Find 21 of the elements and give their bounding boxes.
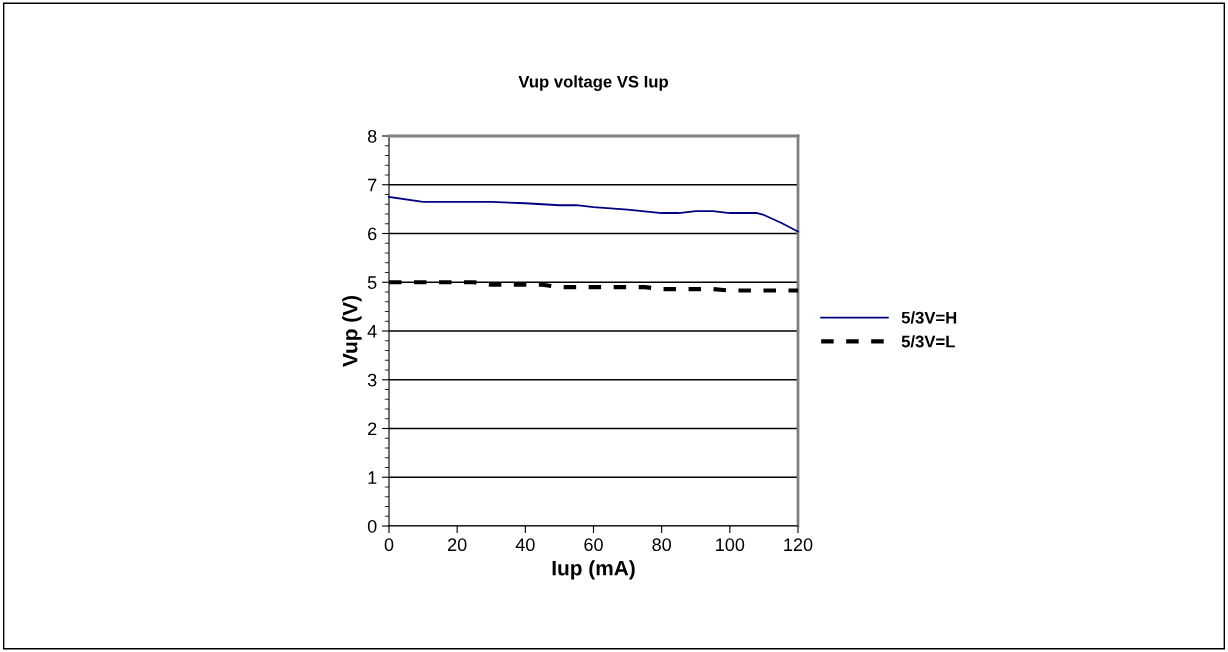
x-tick-label: 100 — [716, 538, 745, 552]
y-tick-label: 2 — [368, 422, 377, 436]
x-axis-title: Iup (mA) — [552, 560, 635, 580]
legend-label: 5/3V=H — [901, 311, 957, 324]
x-tick-label: 120 — [784, 538, 813, 552]
y-tick-label: 8 — [367, 129, 377, 143]
y-tick-label: 7 — [368, 178, 377, 192]
x-tick-label: 60 — [584, 538, 603, 552]
y-axis-title: Vup (V) — [342, 295, 362, 367]
x-tick-label: 20 — [448, 538, 467, 552]
y-tick-label: 0 — [367, 519, 377, 533]
y-tick-label: 5 — [367, 276, 377, 289]
y-tick-label: 6 — [368, 227, 377, 241]
x-tick-label: 0 — [384, 538, 394, 552]
y-tick-label: 3 — [367, 373, 377, 387]
x-tick-label: 40 — [515, 538, 535, 552]
x-tick-label: 80 — [652, 538, 671, 552]
y-tick-label: 4 — [367, 325, 377, 338]
y-tick-label: 1 — [368, 471, 377, 484]
chart-title: Vup voltage VS Iup — [518, 75, 668, 91]
legend-label: 5/3V=L — [901, 335, 955, 348]
